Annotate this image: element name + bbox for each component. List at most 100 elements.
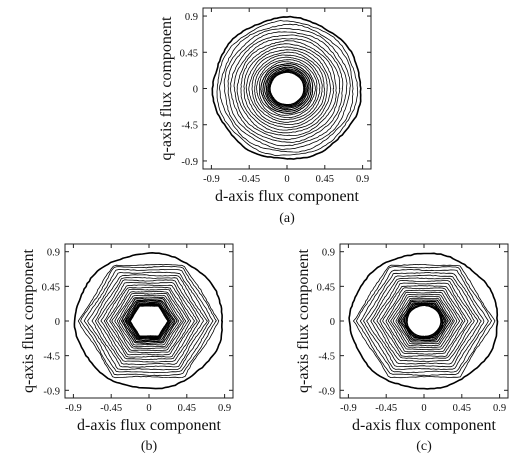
x-tick-label: 0.9 — [356, 174, 369, 185]
flux-trajectory-ring — [95, 277, 204, 365]
flux-trajectory-ring — [402, 303, 446, 339]
flux-trajectory-ring — [395, 297, 454, 345]
flux-trajectory-ring — [260, 63, 314, 114]
flux-trajectory-ring — [387, 291, 461, 350]
flux-trajectory-ring — [100, 282, 198, 360]
locus-inner-core — [271, 73, 303, 104]
flux-trajectory-ring — [236, 40, 337, 136]
flux-trajectory-ring — [398, 300, 449, 342]
flux-trajectory-ring — [356, 266, 493, 376]
flux-trajectory-ring — [73, 252, 223, 390]
panel-caption: (a) — [279, 211, 295, 226]
flux-trajectory-ring — [223, 28, 351, 150]
flux-trajectory-ring — [400, 302, 447, 340]
y-tick-label: 0.45 — [42, 282, 60, 293]
x-tick-label: -0.9 — [65, 403, 82, 414]
flux-trajectory-ring — [87, 271, 210, 371]
flux-trajectory-ring — [403, 302, 444, 340]
flux-locus-group — [211, 15, 362, 160]
y-tick-label: 0 — [193, 85, 198, 96]
flux-trajectory-ring — [111, 290, 187, 351]
flux-trajectory-ring — [91, 274, 208, 368]
x-axis-title: d-axis flux component — [352, 417, 497, 434]
x-tick-label: 0 — [146, 403, 151, 414]
flux-trajectory-ring — [109, 288, 190, 354]
flux-trajectory-ring — [128, 304, 170, 338]
flux-trajectory-ring — [227, 31, 348, 147]
flux-trajectory-ring — [379, 285, 469, 357]
flux-trajectory-ring — [397, 299, 452, 343]
flux-trajectory-ring — [216, 20, 359, 156]
flux-trajectory-ring — [269, 71, 305, 106]
flux-trajectory-ring — [254, 56, 321, 121]
flux-trajectory-ring — [120, 298, 178, 344]
flux-trajectory-ring — [83, 269, 214, 374]
flux-locus-group — [73, 252, 223, 390]
y-tick-label: 0 — [55, 317, 60, 328]
x-tick-label: 0.45 — [178, 403, 196, 414]
flux-trajectory-ring — [267, 69, 307, 108]
x-tick-label: 0.45 — [316, 174, 334, 185]
flux-trajectory-ring — [370, 277, 479, 365]
y-tick-label: 0 — [330, 317, 335, 328]
locus-inner-core — [131, 307, 167, 335]
chart-panel-a: -0.9 -0.45 0 0.45 0.9 0.9 0.45 0 -4.5 -0.9 d-axis … — [158, 7, 372, 226]
y-tick-label: -0.9 — [43, 386, 60, 397]
flux-trajectory-ring — [233, 38, 341, 141]
flux-trajectory-ring — [230, 34, 344, 143]
x-tick-label: -0.45 — [375, 403, 397, 414]
flux-trajectory-ring — [118, 296, 180, 346]
x-tick-label: -0.9 — [203, 174, 220, 185]
flux-trajectory-ring — [211, 15, 362, 160]
y-tick-label: -4.5 — [318, 352, 335, 363]
flux-trajectory-ring — [243, 46, 332, 131]
flux-trajectory-ring — [376, 282, 472, 360]
flux-trajectory-ring — [359, 269, 489, 373]
y-axis-title: q-axis flux component — [158, 16, 175, 161]
y-tick-label: 0.45 — [180, 48, 198, 59]
x-tick-label: 0.9 — [218, 403, 231, 414]
y-tick-label: -0.9 — [181, 157, 198, 168]
flux-trajectory-ring — [268, 70, 306, 107]
flux-trajectory-ring — [127, 303, 171, 339]
y-tick-label: -0.9 — [318, 386, 335, 397]
x-tick-label: -0.45 — [238, 174, 260, 185]
flux-trajectory-ring — [258, 61, 316, 116]
y-tick-label: 0.45 — [317, 282, 335, 293]
flux-trajectory-ring — [390, 294, 458, 348]
x-tick-label: -0.45 — [100, 403, 122, 414]
y-tick-label: -4.5 — [181, 121, 198, 132]
y-axis-title: q-axis flux component — [295, 248, 312, 393]
x-tick-label: 0.45 — [453, 403, 471, 414]
flux-trajectory-ring — [77, 264, 220, 379]
flux-trajectory-ring — [116, 294, 182, 348]
flux-trajectory-ring — [97, 279, 201, 363]
flux-trajectory-ring — [219, 23, 354, 153]
flux-trajectory-ring — [262, 64, 312, 112]
flux-trajectory-ring — [240, 43, 335, 134]
x-tick-label: 0 — [421, 403, 426, 414]
flux-trajectory-ring — [105, 286, 192, 356]
flux-locus-group — [348, 252, 499, 390]
flux-trajectory-ring — [348, 252, 499, 390]
flux-trajectory-ring — [248, 51, 325, 125]
flux-trajectory-ring — [353, 264, 496, 379]
locus-inner-core — [408, 306, 440, 336]
chart-panel-b: -0.9 -0.45 0 0.45 0.9 0.9 0.45 0 -4.5 -0.9 d-axis … — [20, 243, 234, 454]
flux-trajectory-ring — [265, 68, 309, 109]
flux-trajectory-ring — [382, 287, 466, 355]
y-tick-label: 0.9 — [322, 248, 335, 259]
y-tick-label: 0.9 — [185, 12, 198, 23]
y-axis-title: q-axis flux component — [20, 248, 37, 393]
flux-trajectory-ring — [264, 66, 310, 111]
flux-trajectory-ring — [373, 280, 475, 362]
panel-caption: (b) — [141, 439, 158, 454]
x-axis-title: d-axis flux component — [77, 417, 222, 434]
chart-panel-c: -0.9 -0.45 0 0.45 0.9 0.9 0.45 0 -4.5 -0.9 d-axis … — [295, 243, 509, 454]
flux-trajectory-ring — [125, 302, 173, 340]
x-axis-title: d-axis flux component — [215, 188, 360, 205]
flux-trajectory-ring — [114, 292, 184, 350]
y-tick-label: -4.5 — [43, 352, 60, 363]
